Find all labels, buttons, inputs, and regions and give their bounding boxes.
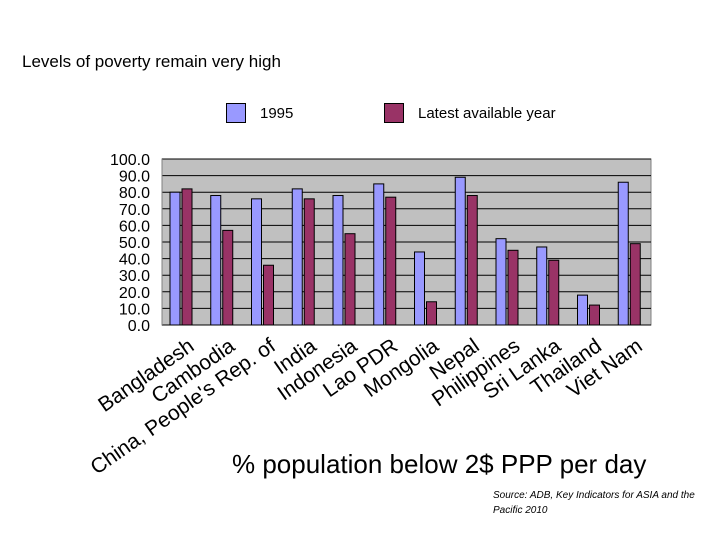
y-tick-label: 0.0 [128,318,150,335]
bar-1995 [617,181,629,326]
y-tick-label: 100.0 [110,152,150,169]
bar-latest [426,301,437,326]
y-tick-label: 90.0 [119,169,150,186]
bar-1995 [454,176,466,326]
bar-1995 [373,183,385,326]
bar-1995 [414,251,425,326]
bar-1995 [536,246,548,326]
bar-1995 [332,195,344,326]
bar-latest [589,304,600,326]
source-note: Source: ADB, Key Indicators for ASIA and… [493,490,695,516]
bar-1995 [495,238,507,326]
y-tick-label: 80.0 [119,185,150,202]
legend-label-latest: Latest available year [418,104,556,122]
y-tick-label: 70.0 [119,202,150,219]
bar-latest [629,243,641,326]
bar-latest [548,259,560,326]
legend-item-1995: 1995 [226,103,293,123]
legend-swatch-latest [384,103,404,123]
bar-latest [222,229,234,326]
bar-1995 [169,191,181,326]
bar-1995 [251,198,262,326]
bar-latest [507,249,519,326]
bar-latest [303,198,315,326]
bar-1995 [210,195,222,326]
legend-label-1995: 1995 [260,104,294,122]
bar-1995 [577,294,588,326]
y-tick-label: 60.0 [119,218,150,235]
bar-latest [385,196,397,326]
slide-title: Levels of poverty remain very high [22,52,281,71]
bar-latest [263,264,274,326]
y-tick-label: 30.0 [119,268,150,285]
bar-latest [344,233,356,326]
legend-item-latest: Latest available year [384,103,556,123]
bar-latest [466,195,478,326]
y-tick-label: 50.0 [119,235,150,252]
legend-swatch-1995 [226,103,246,123]
bar-latest [181,188,193,326]
y-tick-label: 40.0 [119,252,150,269]
y-tick-label: 20.0 [119,285,150,302]
bar-1995 [291,188,303,326]
y-tick-label: 10.0 [119,301,150,318]
chart-caption: % population below 2$ PPP per day [232,449,647,479]
